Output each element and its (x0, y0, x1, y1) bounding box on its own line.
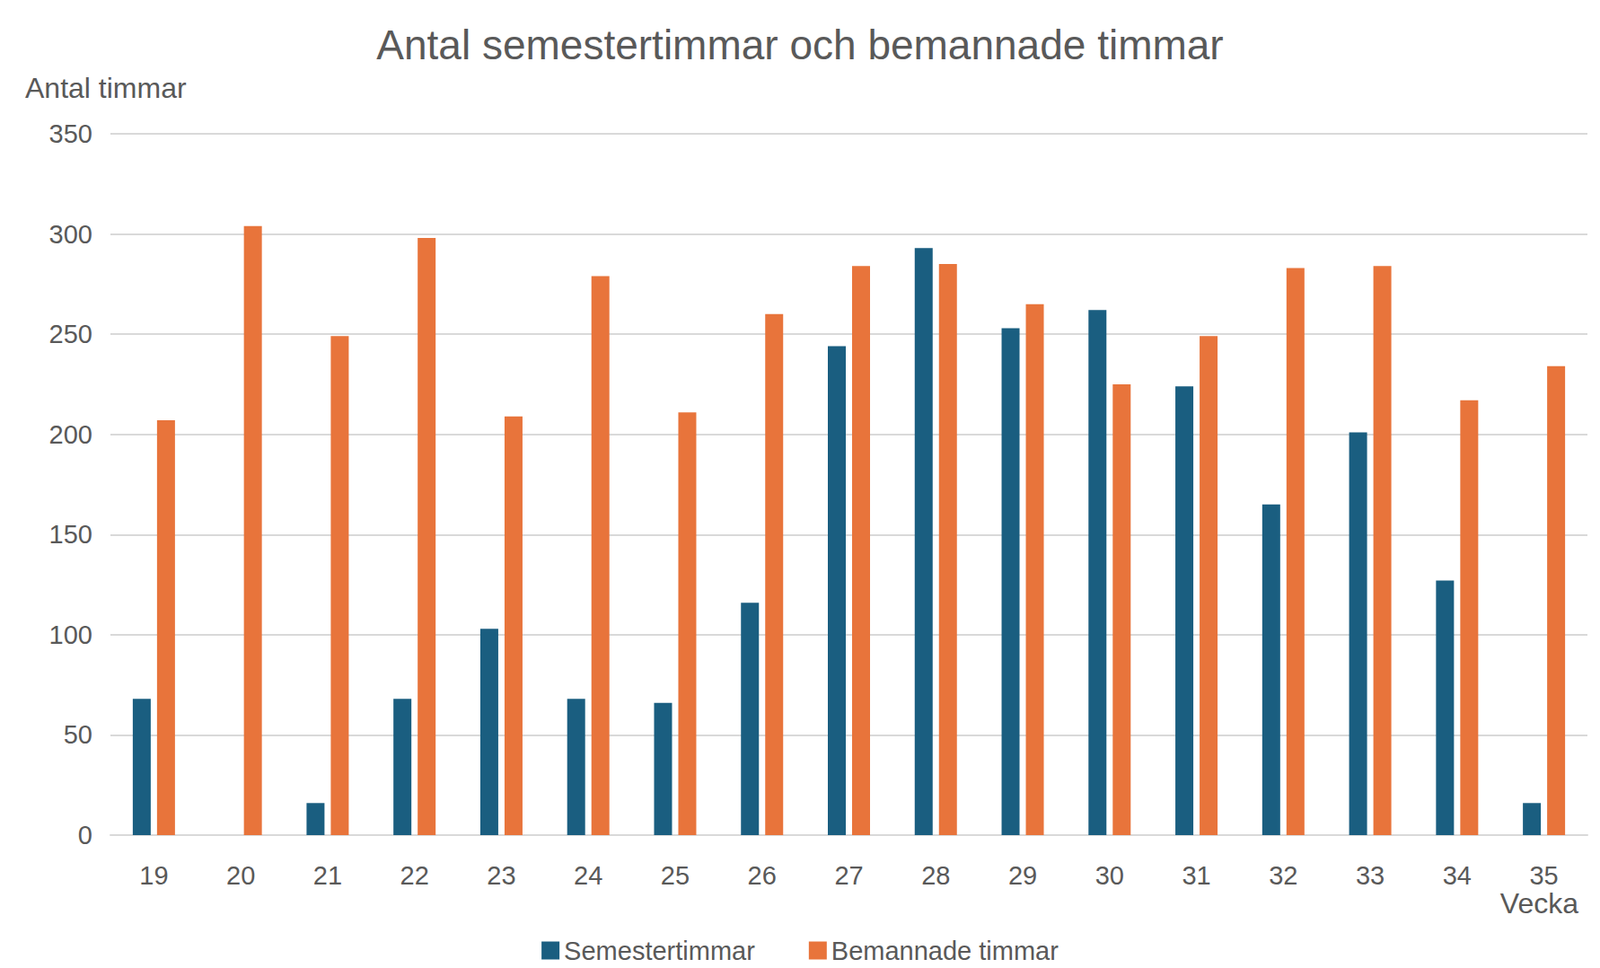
svg-text:26: 26 (747, 861, 777, 890)
svg-text:27: 27 (834, 861, 863, 890)
svg-text:Antal semestertimmar och beman: Antal semestertimmar och bemannade timma… (376, 21, 1223, 69)
svg-text:33: 33 (1355, 861, 1385, 890)
svg-text:24: 24 (573, 861, 603, 890)
svg-text:29: 29 (1008, 861, 1038, 890)
svg-text:31: 31 (1181, 861, 1211, 890)
svg-text:32: 32 (1268, 861, 1298, 890)
svg-text:250: 250 (49, 319, 93, 349)
svg-text:35: 35 (1529, 861, 1558, 890)
svg-text:0: 0 (78, 820, 93, 850)
svg-text:Semestertimmar: Semestertimmar (563, 936, 756, 966)
svg-text:34: 34 (1442, 861, 1472, 890)
svg-text:Vecka: Vecka (1500, 887, 1579, 920)
svg-text:25: 25 (660, 861, 690, 890)
svg-text:100: 100 (49, 620, 93, 650)
svg-text:19: 19 (139, 861, 168, 890)
svg-text:150: 150 (49, 519, 93, 549)
svg-text:28: 28 (921, 861, 950, 890)
svg-text:20: 20 (226, 861, 255, 890)
svg-text:21: 21 (313, 861, 343, 890)
svg-text:22: 22 (400, 861, 430, 890)
svg-text:200: 200 (49, 420, 93, 449)
svg-text:50: 50 (63, 720, 93, 749)
svg-text:23: 23 (486, 861, 516, 890)
svg-text:Antal timmar: Antal timmar (25, 71, 187, 105)
svg-text:30: 30 (1095, 861, 1125, 890)
svg-text:350: 350 (49, 119, 93, 149)
svg-text:300: 300 (49, 219, 93, 249)
svg-text:Bemannade timmar: Bemannade timmar (831, 936, 1059, 966)
